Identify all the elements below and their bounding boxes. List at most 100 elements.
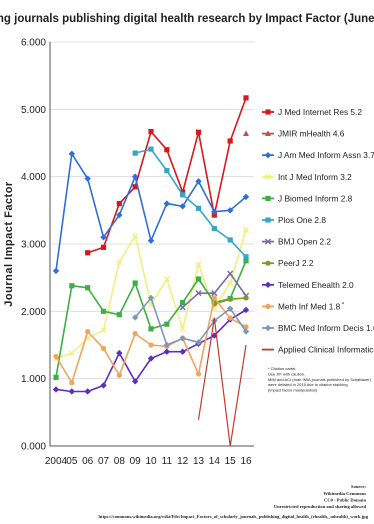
marker-stroke [179,304,186,311]
data-point-bmc-med-inform-decis-1-6 [195,339,202,346]
legend-item-j-med-internet-res-5-2: J Med Internet Res 5.2 [262,107,362,117]
source-line: Unrestricted reproduction and sharing al… [274,504,367,509]
legend-item-j-biomed-inform-2-8: J Biomed Inform 2.8 [262,193,353,203]
source-url: https://commons.wikimedia.org/wiki/File:… [98,514,368,519]
x-tick-label: 06 [82,456,94,467]
legend-label: Applied Clinical Informatics 1.5 * [278,345,374,355]
legend-swatch-marker [265,217,271,223]
data-point-j-biomed-inform-2-8 [195,276,202,282]
chart-title: Leading journals publishing digital heal… [0,13,374,25]
data-point-telemed-ehealth-2-0 [52,386,60,393]
y-tick-label: 1.000 [21,374,46,385]
data-point-bmc-med-inform-decis-1-6 [179,335,186,342]
marker-stroke [264,238,272,245]
data-point-j-am-med-inform-assn-3-7 [163,200,171,207]
data-point-int-j-med-inform-3-2 [116,259,123,266]
data-point-bmj-open-2-2 [211,290,218,297]
legend-item-peerj-2-2: PeerJ 2.2 [262,258,314,268]
data-point-j-med-internet-res-5-2 [85,250,91,256]
data-point-j-am-med-inform-assn-3-7 [179,203,186,210]
data-point-j-am-med-inform-assn-3-7 [226,207,234,214]
legend-label: JMIR mHealth 4.6 [278,129,345,139]
data-point-peerj-2-2 [243,295,249,301]
data-point-bmc-med-inform-decis-1-6 [147,294,155,302]
legend-swatch-marker [264,281,272,288]
data-point-bmj-open-2-2 [227,270,234,277]
data-point-telemed-ehealth-2-0 [179,348,186,355]
data-point-j-biomed-inform-2-8 [100,308,107,314]
data-point-meth-inf-med-1-8 [116,372,122,378]
data-point-j-biomed-inform-2-8 [243,258,249,264]
data-point-j-med-internet-res-5-2 [164,147,170,153]
x-tick-label: 10 [145,456,157,467]
legend-label: BMC Med Inform Decis 1.6 [278,323,374,333]
marker-stroke [227,279,234,287]
data-point-j-med-internet-res-5-2 [227,138,233,144]
data-point-j-am-med-inform-assn-3-7 [211,208,218,215]
data-point-j-med-internet-res-5-2 [243,95,249,101]
marker-stroke [211,290,218,297]
series-line-telemed-ehealth-2-0 [55,309,247,393]
data-point-telemed-ehealth-2-0 [163,348,171,355]
data-point-plos-one-2-8 [227,237,233,243]
data-point-int-j-med-inform-3-2 [163,275,170,283]
marker-stroke [179,325,186,332]
legend-label: J Biomed Inform 2.8 [278,193,353,203]
data-point-int-j-med-inform-3-2 [179,325,186,332]
data-point-telemed-ehealth-2-0 [100,382,107,389]
x-tick-label: 12 [177,456,189,467]
data-point-telemed-ehealth-2-0 [116,349,123,357]
legend-label: Telemed Ehealth 2.0 [278,280,354,290]
marker-stroke [84,335,91,342]
series-telemed-ehealth-2-0 [52,306,250,395]
data-point-j-biomed-inform-2-8 [53,374,59,380]
data-point-peerj-2-2 [227,296,233,302]
data-point-meth-inf-med-1-8 [227,315,233,321]
marker-stroke [68,349,75,357]
marker-stroke [195,290,202,297]
legend-swatch-marker [265,109,271,115]
source-line: CC0 - Public Domain [324,497,366,502]
data-point-meth-inf-med-1-8 [69,380,75,386]
data-point-j-med-internet-res-5-2 [100,244,107,250]
series-j-am-med-inform-assn-3-7 [52,150,250,275]
data-point-plos-one-2-8 [148,146,154,152]
citation-cartel-note: * Citation cartel: Use JIF with caution.… [268,366,372,393]
legend-swatch-marker [265,130,271,136]
legend-item-int-j-med-inform-3-2: Int J Med Inform 3.2 [262,172,352,182]
series-line-j-am-med-inform-assn-3-7 [55,153,247,272]
data-point-j-am-med-inform-assn-3-7 [52,267,60,275]
series-int-j-med-inform-3-2 [52,226,250,362]
data-point-j-am-med-inform-assn-3-7 [147,237,155,244]
series-jmir-mhealth-4-6 [243,130,249,136]
data-point-j-med-internet-res-5-2 [148,128,154,135]
data-point-plos-one-2-8 [180,192,186,198]
series-bmc-med-inform-decis-1-6 [131,294,250,349]
x-tick-label: 05 [66,456,78,467]
note-line: * Citation cartel: [268,366,296,371]
data-point-meth-inf-med-1-8 [211,295,217,301]
data-point-int-j-med-inform-3-2 [227,279,234,287]
y-axis-label: Journal Impact Factor [3,181,15,307]
data-point-plos-one-2-8 [164,168,170,174]
x-tick-label: 13 [193,456,205,467]
series-meth-inf-med-1-8 [53,295,249,386]
marker-stroke [211,305,218,312]
legend-superscript: * [340,302,345,308]
data-point-int-j-med-inform-3-2 [195,261,202,268]
data-point-int-j-med-inform-3-2 [132,232,139,240]
series-line-applied-clinical-informatics-1-5 [197,317,247,447]
legend-label: PeerJ 2.2 [278,258,314,268]
legend-swatch-marker [265,195,271,201]
legend-item-bmj-open-2-2: BMJ Open 2.2 [262,237,331,247]
data-point-j-am-med-inform-assn-3-7 [100,234,107,241]
data-point-j-am-med-inform-assn-3-7 [116,211,123,219]
legend-swatch-marker [264,238,272,245]
legend-swatch-marker [264,173,272,180]
x-tick-label: 2004 [45,456,68,467]
data-point-j-med-internet-res-5-2 [211,212,217,218]
data-point-j-biomed-inform-2-8 [164,321,170,327]
